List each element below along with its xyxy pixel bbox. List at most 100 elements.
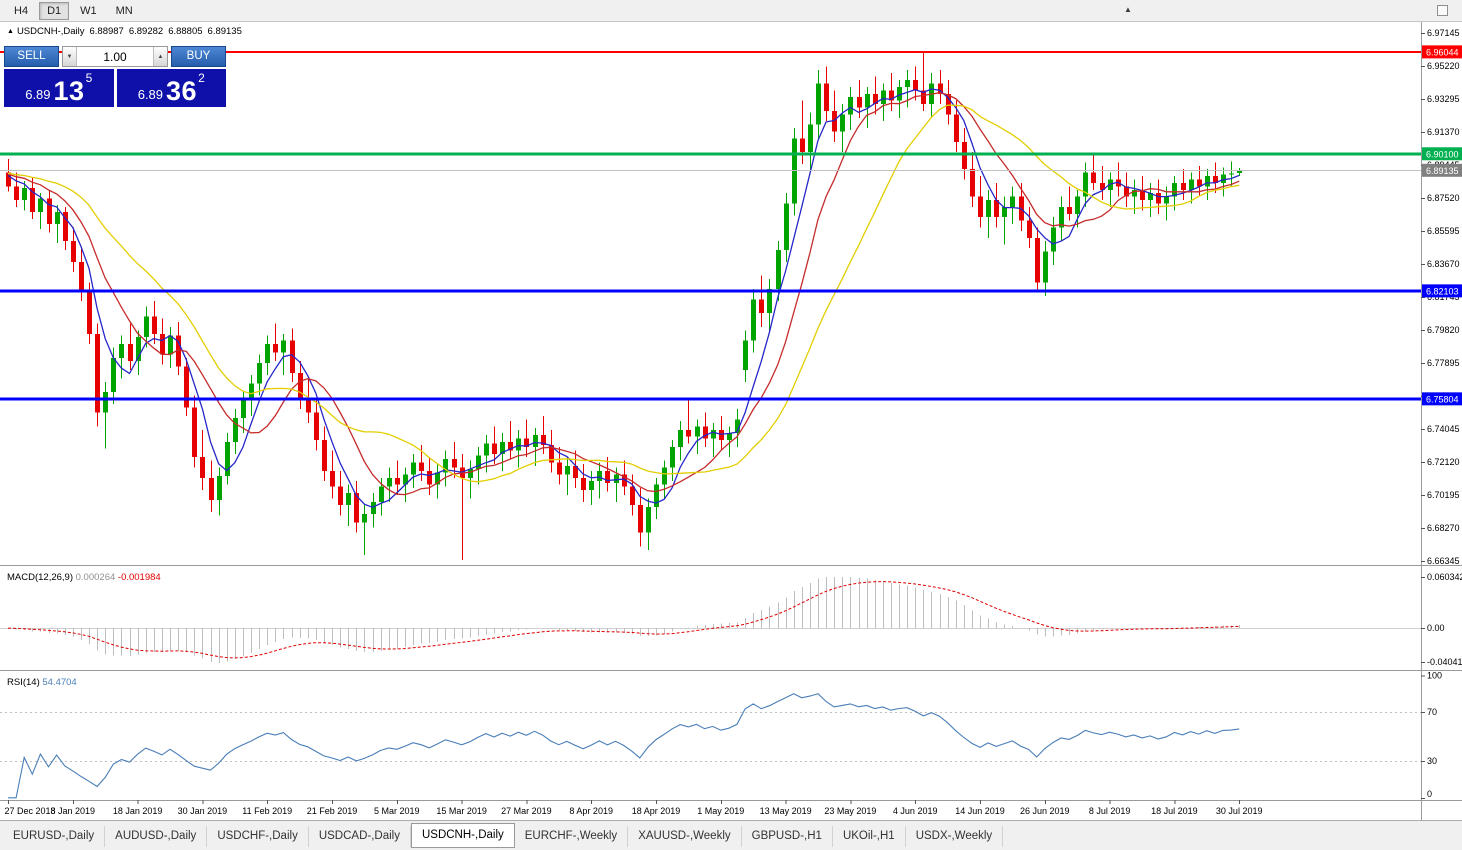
- svg-text:6.77895: 6.77895: [1427, 358, 1460, 368]
- chart-tab-usdcnh[interactable]: USDCNH-,Daily: [410, 823, 515, 848]
- svg-text:6.95220: 6.95220: [1427, 61, 1460, 71]
- svg-text:100: 100: [1427, 670, 1442, 680]
- sell-price-prefix: 6.89: [25, 87, 51, 102]
- buy-price-sup: 2: [198, 71, 205, 85]
- svg-text:6.89135: 6.89135: [1426, 166, 1459, 176]
- svg-text:8 Jul 2019: 8 Jul 2019: [1089, 806, 1131, 816]
- svg-text:8 Jan 2019: 8 Jan 2019: [51, 806, 96, 816]
- svg-text:15 Mar 2019: 15 Mar 2019: [436, 806, 487, 816]
- ohlc-close: 6.89135: [207, 26, 242, 37]
- svg-text:6.79820: 6.79820: [1427, 325, 1460, 335]
- chart-ohlc-title: ▲ USDCNH-,Daily 6.88987 6.89282 6.88805 6.891…: [7, 26, 242, 37]
- svg-text:70: 70: [1427, 707, 1437, 717]
- top-toolbar: H4 D1 W1 MN ▲: [0, 0, 1462, 22]
- svg-text:18 Jan 2019: 18 Jan 2019: [113, 806, 163, 816]
- macd-signal-line: [7, 581, 1240, 659]
- svg-text:6.66345: 6.66345: [1427, 556, 1460, 566]
- svg-text:27 Mar 2019: 27 Mar 2019: [501, 806, 552, 816]
- svg-text:0.060342: 0.060342: [1427, 572, 1462, 582]
- chart-area: 6.971456.952206.932956.913706.894456.875…: [0, 22, 1462, 820]
- svg-text:30 Jul 2019: 30 Jul 2019: [1216, 806, 1263, 816]
- chart-symbol-icon: ▲: [7, 28, 14, 35]
- sell-price-sup: 5: [85, 71, 93, 85]
- chart-tabs-bar: EURUSD-,Daily AUDUSD-,Daily USDCHF-,Daily U…: [0, 820, 1462, 850]
- ohlc-high: 6.89282: [128, 26, 164, 37]
- chart-frame: [0, 22, 1462, 820]
- sell-price-big: 13: [53, 76, 85, 106]
- chart-tab-eurusd[interactable]: EURUSD-,Daily: [3, 826, 106, 847]
- buy-price-big: 36: [166, 76, 198, 106]
- svg-text:6.74045: 6.74045: [1427, 424, 1460, 434]
- window-restore-icon[interactable]: [1437, 5, 1448, 16]
- volume-down-button[interactable]: ▼: [63, 47, 77, 66]
- timeframe-button-w1[interactable]: W1: [72, 2, 105, 20]
- hlines-layer: [0, 50, 1421, 401]
- svg-text:6.96044: 6.96044: [1426, 47, 1459, 57]
- buy-price-prefix: 6.89: [137, 87, 164, 102]
- svg-text:4 Jun 2019: 4 Jun 2019: [893, 806, 938, 816]
- svg-text:30: 30: [1427, 756, 1437, 766]
- svg-text:27 Dec 2018: 27 Dec 2018: [4, 806, 55, 816]
- svg-text:11 Feb 2019: 11 Feb 2019: [242, 806, 292, 816]
- svg-text:23 May 2019: 23 May 2019: [824, 806, 876, 816]
- buy-button[interactable]: BUY: [171, 46, 226, 67]
- one-click-trading-panel: SELL ▼ ▲ BUY 6.89 13 5 6.89 36 2: [4, 46, 226, 107]
- svg-text:6.85595: 6.85595: [1427, 226, 1460, 236]
- rsi-axis: 100 70 30 0: [1421, 670, 1442, 799]
- chart-tab-gbpusd[interactable]: GBPUSD-,H1: [742, 826, 833, 847]
- candles-layer: [6, 51, 1242, 561]
- chart-tab-usdchf[interactable]: USDCHF-,Daily: [207, 826, 309, 847]
- svg-text:6.83670: 6.83670: [1427, 259, 1460, 269]
- buy-price-display[interactable]: 6.89 36 2: [116, 69, 226, 107]
- svg-text:8 Apr 2019: 8 Apr 2019: [569, 806, 613, 816]
- chart-symbol-period: USDCNH-,Daily: [16, 26, 85, 37]
- trade-controls-row: SELL ▼ ▲ BUY: [4, 46, 226, 67]
- timeframe-button-h4[interactable]: H4: [6, 2, 36, 20]
- svg-text:6.75804: 6.75804: [1426, 394, 1459, 404]
- sell-price-display[interactable]: 6.89 13 5: [4, 69, 114, 107]
- svg-text:6.90100: 6.90100: [1426, 149, 1459, 159]
- svg-text:0.00: 0.00: [1427, 623, 1445, 633]
- price-axis: 6.971456.952206.932956.913706.894456.875…: [1421, 28, 1460, 566]
- price-tags-layer: 6.96044 6.90100 6.82103 6.75804 6.89135: [1422, 45, 1462, 406]
- rsi-line: [8, 693, 1240, 799]
- timeframe-button-d1[interactable]: D1: [39, 2, 70, 20]
- macd-label: MACD(12,26,9) 0.000264 -0.001984: [7, 572, 161, 583]
- macd-axis: 0.060342 0.00 -0.040415: [1421, 572, 1462, 667]
- svg-text:6.72120: 6.72120: [1427, 457, 1460, 467]
- timeframe-button-mn[interactable]: MN: [108, 2, 141, 20]
- volume-up-button[interactable]: ▲: [153, 47, 167, 66]
- svg-text:5 Mar 2019: 5 Mar 2019: [374, 806, 420, 816]
- svg-text:6.70195: 6.70195: [1427, 490, 1460, 500]
- volume-control: ▼ ▲: [62, 46, 168, 67]
- chart-tab-audusd[interactable]: AUDUSD-,Daily: [105, 826, 208, 847]
- trade-prices-row: 6.89 13 5 6.89 36 2: [4, 69, 226, 107]
- chart-tab-ukoil[interactable]: UKOil-,H1: [833, 826, 906, 847]
- chart-tab-usdx[interactable]: USDX-,Weekly: [906, 826, 1004, 847]
- svg-text:13 May 2019: 13 May 2019: [760, 806, 812, 816]
- price-chart-canvas[interactable]: 6.971456.952206.932956.913706.894456.875…: [0, 22, 1462, 820]
- svg-text:18 Apr 2019: 18 Apr 2019: [632, 806, 681, 816]
- ohlc-low: 6.88805: [168, 26, 203, 37]
- timeframe-button-group: H4 D1 W1 MN: [6, 1, 144, 20]
- sell-button[interactable]: SELL: [4, 46, 59, 67]
- svg-text:6.93295: 6.93295: [1427, 94, 1460, 104]
- svg-text:26 Jun 2019: 26 Jun 2019: [1020, 806, 1070, 816]
- svg-text:6.82103: 6.82103: [1426, 286, 1459, 296]
- chart-tab-xauusd[interactable]: XAUUSD-,Weekly: [628, 826, 742, 847]
- svg-text:6.91370: 6.91370: [1427, 127, 1460, 137]
- svg-text:21 Feb 2019: 21 Feb 2019: [307, 806, 358, 816]
- svg-text:1 May 2019: 1 May 2019: [697, 806, 744, 816]
- svg-text:30 Jan 2019: 30 Jan 2019: [178, 806, 228, 816]
- chart-tab-usdcad[interactable]: USDCAD-,Daily: [309, 826, 411, 847]
- collapse-panel-icon[interactable]: ▲: [1124, 5, 1132, 14]
- svg-text:6.87520: 6.87520: [1427, 193, 1460, 203]
- volume-input[interactable]: [77, 47, 153, 66]
- chart-tab-eurchf[interactable]: EURCHF-,Weekly: [515, 826, 629, 847]
- svg-text:6.68270: 6.68270: [1427, 523, 1460, 533]
- rsi-label: RSI(14) 54.4704: [7, 677, 77, 688]
- svg-text:0: 0: [1427, 789, 1432, 799]
- svg-text:-0.040415: -0.040415: [1427, 657, 1462, 667]
- svg-text:6.97145: 6.97145: [1427, 28, 1460, 38]
